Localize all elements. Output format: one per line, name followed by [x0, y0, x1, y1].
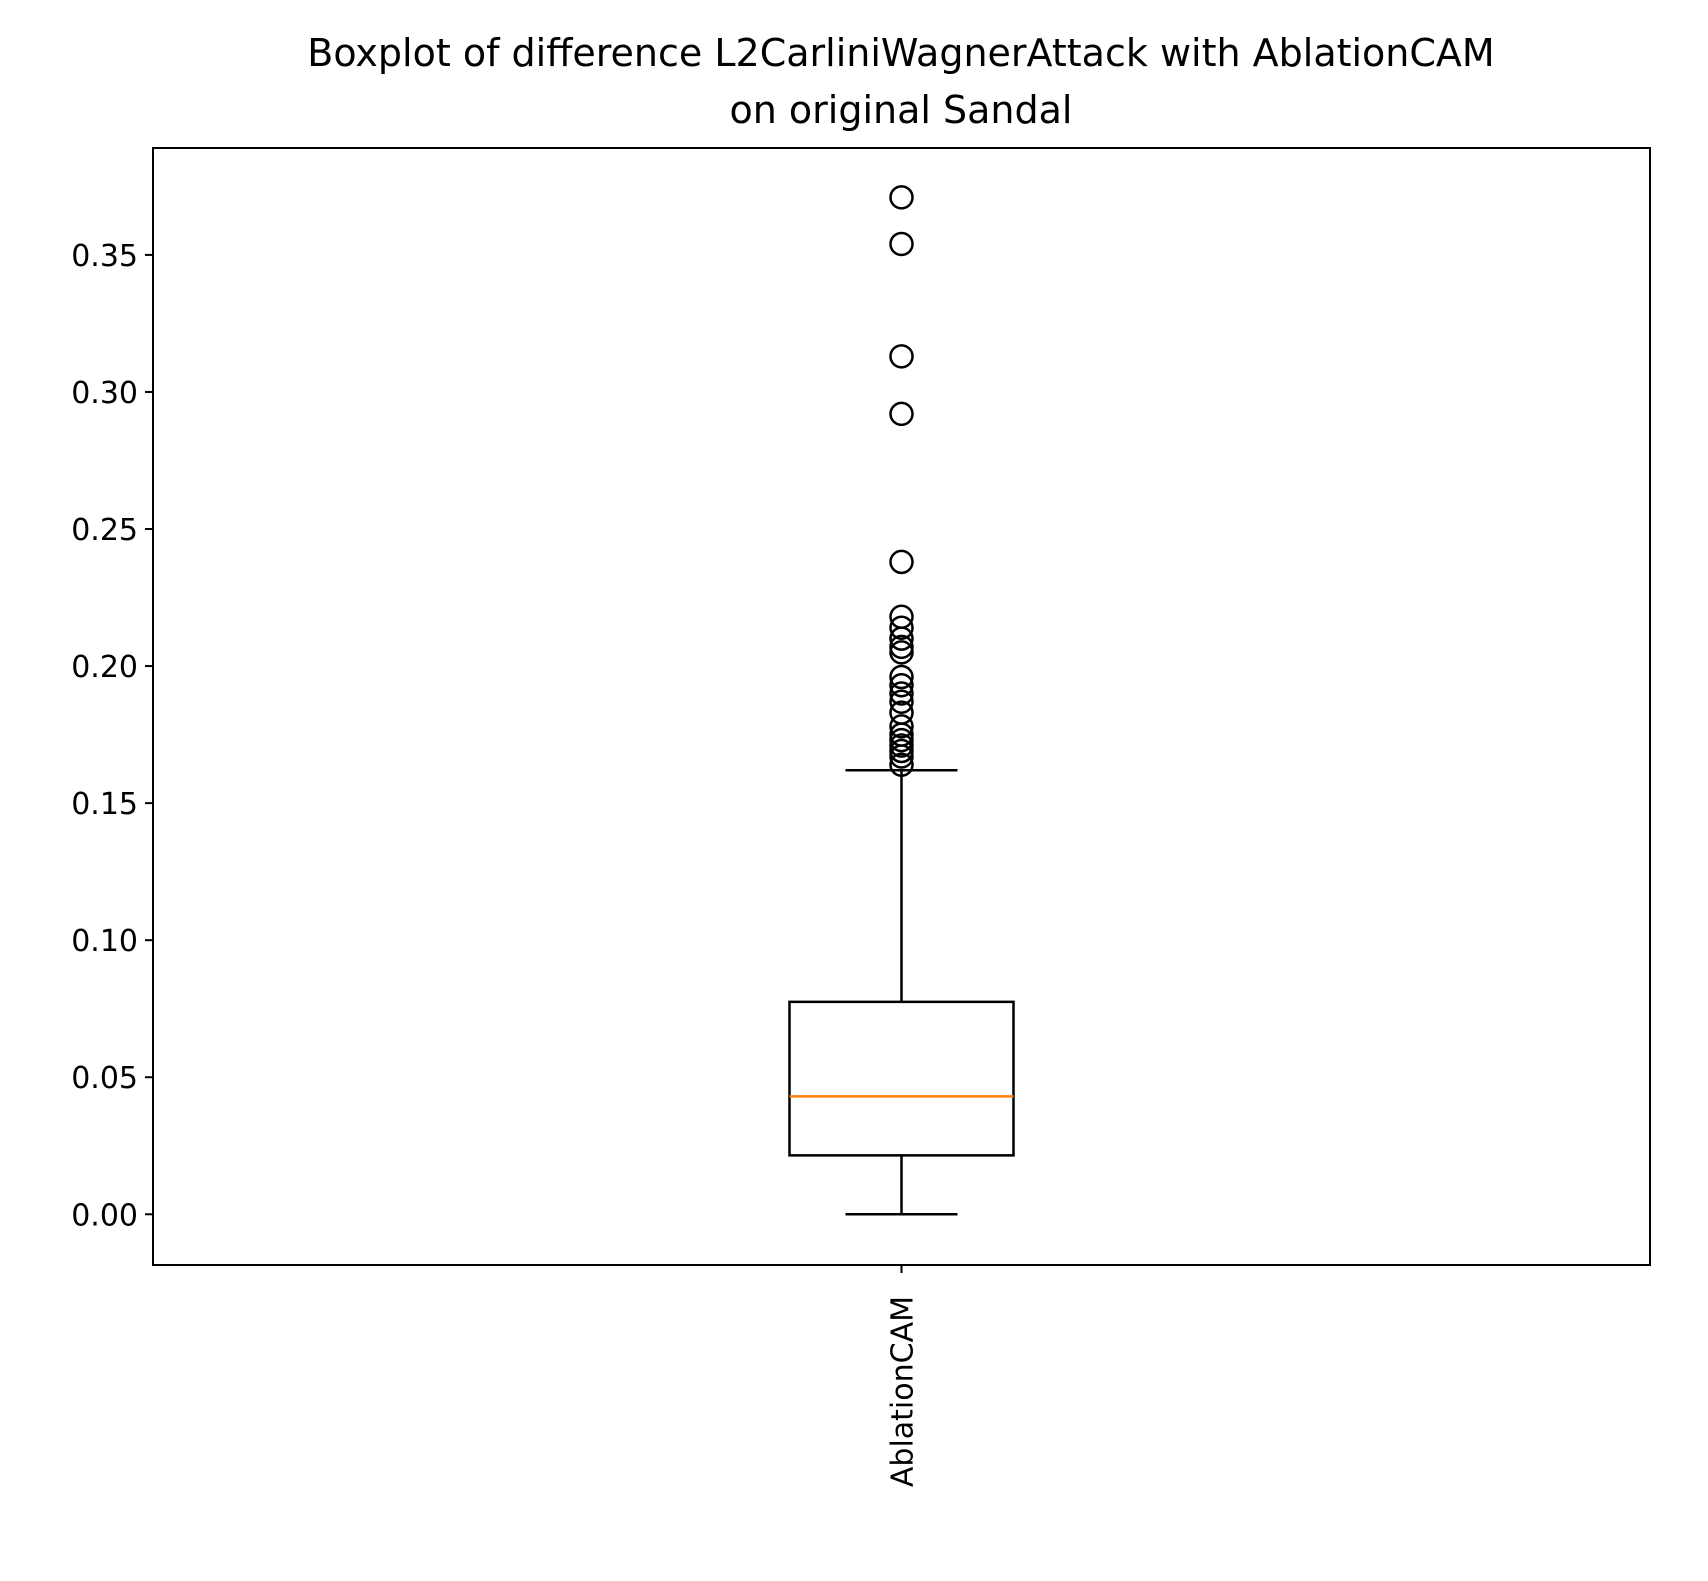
- y-tick-label: 0.10: [71, 924, 138, 959]
- outlier-point: [889, 744, 914, 769]
- x-tick-label: AblationCAM: [886, 1296, 921, 1487]
- outlier-point: [889, 626, 914, 651]
- outlier-point: [889, 549, 914, 575]
- outlier-point: [889, 727, 914, 753]
- outlier-point: [889, 401, 914, 427]
- outlier-point: [889, 733, 914, 758]
- y-tick-label: 0.20: [71, 650, 138, 685]
- y-tick-label: 0.35: [71, 239, 138, 274]
- chart-title-line-2: on original Sandal: [730, 88, 1073, 132]
- y-tick-label: 0.00: [71, 1198, 138, 1233]
- outlier-point: [889, 344, 914, 369]
- y-tick-label: 0.30: [71, 376, 138, 411]
- outlier-point: [889, 738, 914, 764]
- outlier-point: [889, 714, 914, 739]
- chart-title-line-1: Boxplot of difference L2CarliniWagnerAtt…: [307, 31, 1494, 75]
- outlier-point: [889, 752, 914, 777]
- outlier-point: [889, 681, 914, 706]
- y-tick-label: 0.05: [71, 1061, 138, 1096]
- y-tick-label: 0.25: [71, 513, 138, 548]
- outlier-point: [889, 689, 914, 714]
- outlier-point: [889, 615, 914, 640]
- outlier-point: [889, 664, 914, 690]
- outlier-point: [889, 640, 914, 665]
- outlier-point: [889, 231, 914, 257]
- y-tick-label: 0.15: [71, 787, 138, 822]
- iqr-box: [788, 1000, 1015, 1157]
- plot-area: 0.00 0.05 0.10 0.15 0.20 0.25 0.30 0.35 Ablation…: [71, 147, 1651, 1487]
- outlier-point: [889, 634, 914, 660]
- outlier-point: [889, 185, 914, 210]
- outlier-point: [889, 673, 914, 698]
